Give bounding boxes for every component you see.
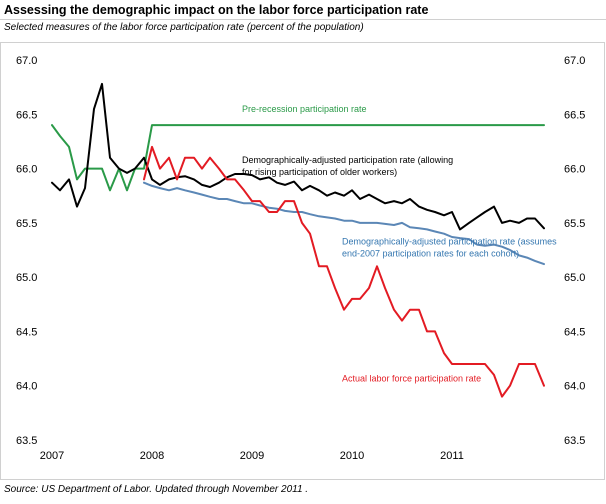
x-tick-label: 2011: [440, 450, 464, 462]
series-line-1: [51, 82, 545, 231]
y-tick-label-right: 64.5: [564, 326, 585, 338]
y-tick-label-right: 65.0: [564, 272, 585, 284]
series-annotation: Actual labor force participation rate: [342, 373, 481, 383]
chart-subtitle: Selected measures of the labor force par…: [4, 22, 364, 33]
annotation-line: Demographically-adjusted participation r…: [342, 237, 557, 247]
annotation-line: Pre-recession participation rate: [242, 104, 367, 114]
y-tick-label-left: 63.5: [16, 435, 37, 447]
series-line-2: [143, 181, 545, 266]
y-tick-label-left: 64.0: [16, 381, 37, 393]
y-tick-label-left: 66.5: [16, 109, 37, 121]
series-annotation: Pre-recession participation rate: [242, 104, 367, 114]
annotation-line: for rising participation of older worker…: [242, 167, 397, 177]
y-tick-label-right: 65.5: [564, 218, 585, 230]
y-tick-label-left: 67.0: [16, 55, 37, 67]
series-annotation: Demographically-adjusted participation r…: [242, 155, 453, 177]
annotation-line: end-2007 participation rates for each co…: [342, 249, 519, 259]
series-line-0: [51, 124, 545, 192]
y-tick-label-left: 65.5: [16, 218, 37, 230]
annotation-line: Actual labor force participation rate: [342, 373, 481, 383]
x-tick-label: 2009: [240, 450, 264, 462]
y-tick-label-right: 64.0: [564, 381, 585, 393]
y-tick-label-right: 67.0: [564, 55, 585, 67]
series-annotation: Demographically-adjusted participation r…: [342, 237, 557, 259]
title-divider: [0, 19, 606, 20]
x-tick-label: 2008: [140, 450, 164, 462]
y-tick-label-left: 65.0: [16, 272, 37, 284]
annotation-line: Demographically-adjusted participation r…: [242, 155, 453, 165]
line-chart: 63.5 63.5 64.0 64.0 64.5 64.5 65.0 65.0 65.5 65.5…: [16, 55, 585, 462]
chart-title: Assessing the demographic impact on the …: [4, 3, 429, 17]
series-line-3: [143, 145, 545, 398]
y-tick-label-right: 63.5: [564, 435, 585, 447]
y-tick-label-right: 66.5: [564, 109, 585, 121]
x-tick-label: 2007: [40, 450, 64, 462]
y-tick-label-left: 66.0: [16, 164, 37, 176]
chart-frame: [0, 42, 605, 480]
chart-source: Source: US Department of Labor. Updated …: [4, 484, 309, 495]
y-tick-label-left: 64.5: [16, 326, 37, 338]
y-tick-label-right: 66.0: [564, 164, 585, 176]
x-tick-label: 2010: [340, 450, 364, 462]
